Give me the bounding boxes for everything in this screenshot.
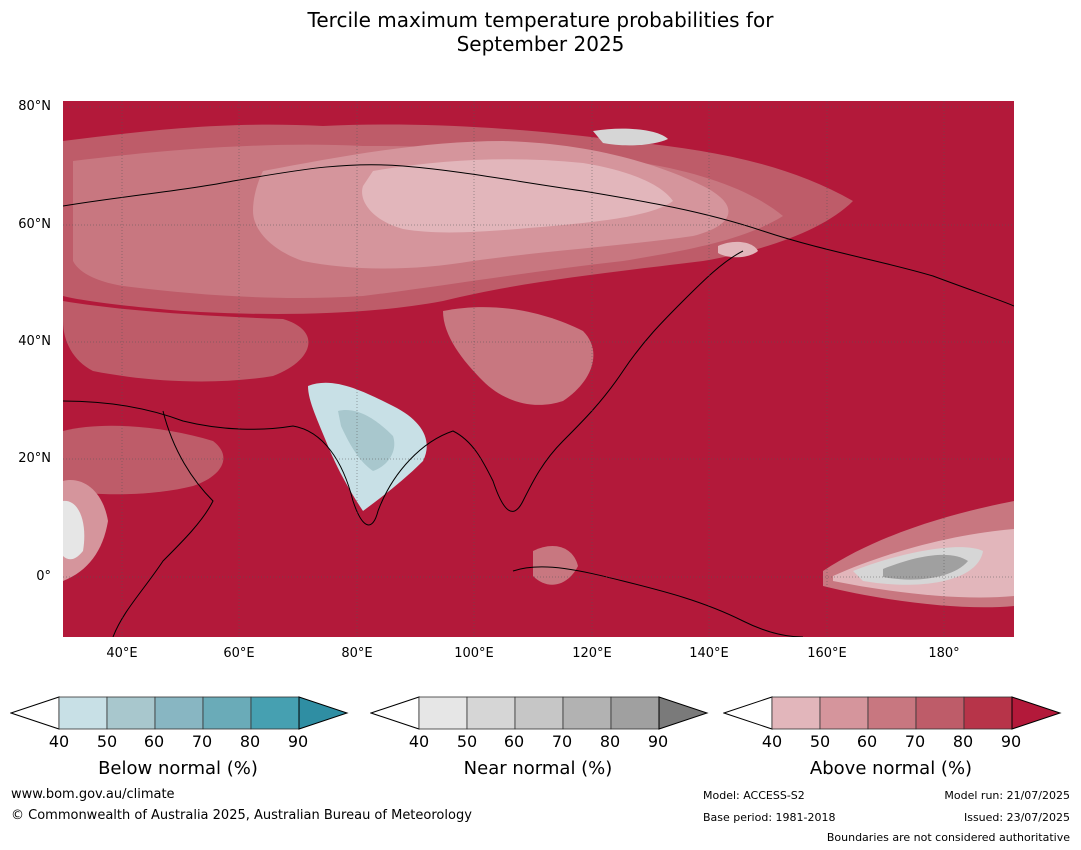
colorbar-lower-extend (10, 696, 60, 730)
lon-label-140e: 140°E (689, 646, 729, 661)
colorbar-upper-extend (658, 696, 709, 730)
lon-label-160e: 160°E (807, 646, 847, 661)
region-arabia-70 (63, 425, 224, 495)
lat-label-20n: 20°N (18, 451, 51, 466)
colorbar-swatch (915, 696, 965, 730)
tick: 50 (96, 732, 118, 751)
colorbar-swatch (610, 696, 660, 730)
tick: 40 (761, 732, 783, 751)
colorbar-swatch (202, 696, 252, 730)
colorbar-near-title: Near normal (%) (463, 758, 613, 779)
map-title: Tercile maximum temperature probabilitie… (0, 8, 1081, 56)
lon-label-180: 180° (928, 646, 960, 661)
colorbar-swatch (250, 696, 300, 730)
colorbar-swatch (514, 696, 564, 730)
tick: 90 (647, 732, 669, 751)
probability-map (63, 101, 1014, 637)
graticule (63, 101, 1014, 637)
lat-label-80n: 80°N (18, 99, 51, 114)
base-period-text: Base period: 1981-2018 (703, 811, 836, 824)
colorbar-lower-extend (370, 696, 420, 730)
model-run-text: Model run: 21/07/2025 (944, 789, 1070, 802)
colorbar-swatch (58, 696, 108, 730)
title-line-1: Tercile maximum temperature probabilitie… (307, 8, 774, 32)
colorbar-swatch (466, 696, 516, 730)
tick: 60 (503, 732, 525, 751)
lat-label-0: 0° (36, 569, 51, 584)
colorbar-swatch (963, 696, 1013, 730)
tick: 60 (856, 732, 878, 751)
tick: 50 (456, 732, 478, 751)
tick: 60 (143, 732, 165, 751)
colorbar-upper-extend (298, 696, 349, 730)
map-svg (63, 101, 1014, 637)
colorbar-swatch (562, 696, 612, 730)
title-line-2: September 2025 (456, 32, 625, 56)
tick: 70 (551, 732, 573, 751)
tick: 70 (191, 732, 213, 751)
region-east-siberia-40 (718, 241, 758, 258)
issued-text: Issued: 23/07/2025 (963, 811, 1070, 824)
region-arctic-near-normal (593, 128, 668, 146)
region-central-asia-70 (63, 301, 309, 382)
lon-label-40e: 40°E (106, 646, 138, 661)
tick: 50 (809, 732, 831, 751)
colorbar-above-title: Above normal (%) (809, 758, 973, 779)
lon-label-100e: 100°E (454, 646, 494, 661)
lon-label-120e: 120°E (572, 646, 612, 661)
tick: 40 (48, 732, 70, 751)
lon-label-80e: 80°E (341, 646, 373, 661)
tick: 40 (408, 732, 430, 751)
colorbar-upper-extend (1011, 696, 1062, 730)
lat-label-40n: 40°N (18, 334, 51, 349)
colorbar-near-normal (370, 690, 710, 730)
colorbar-below-title: Below normal (%) (98, 758, 258, 779)
region-borneo-60 (533, 546, 578, 585)
tick: 90 (1000, 732, 1022, 751)
region-india-below-60 (338, 410, 395, 471)
tick: 90 (287, 732, 309, 751)
website-link[interactable]: www.bom.gov.au/climate (11, 787, 175, 802)
colorbar-lower-extend (723, 696, 773, 730)
disclaimer-text: Boundaries are not considered authoritat… (826, 831, 1070, 844)
region-pacific-near-70 (883, 554, 968, 580)
region-north-asia-40 (362, 159, 673, 233)
tick: 80 (952, 732, 974, 751)
colorbar-swatch (819, 696, 869, 730)
tick: 70 (904, 732, 926, 751)
colorbar-swatch (771, 696, 821, 730)
tick: 80 (239, 732, 261, 751)
model-text: Model: ACCESS-S2 (703, 789, 805, 802)
colorbar-swatch (418, 696, 468, 730)
coastlines (63, 164, 1014, 637)
lat-label-60n: 60°N (18, 217, 51, 232)
colorbar-swatch (106, 696, 156, 730)
tick: 80 (599, 732, 621, 751)
colorbar-swatch (867, 696, 917, 730)
colorbar-below-normal (10, 690, 350, 730)
colorbar-above-normal (723, 690, 1063, 730)
region-china-60 (443, 307, 594, 405)
copyright-text: © Commonwealth of Australia 2025, Austra… (11, 808, 472, 823)
lon-label-60e: 60°E (223, 646, 255, 661)
colorbar-swatch (154, 696, 204, 730)
region-east-africa-near (63, 500, 85, 560)
